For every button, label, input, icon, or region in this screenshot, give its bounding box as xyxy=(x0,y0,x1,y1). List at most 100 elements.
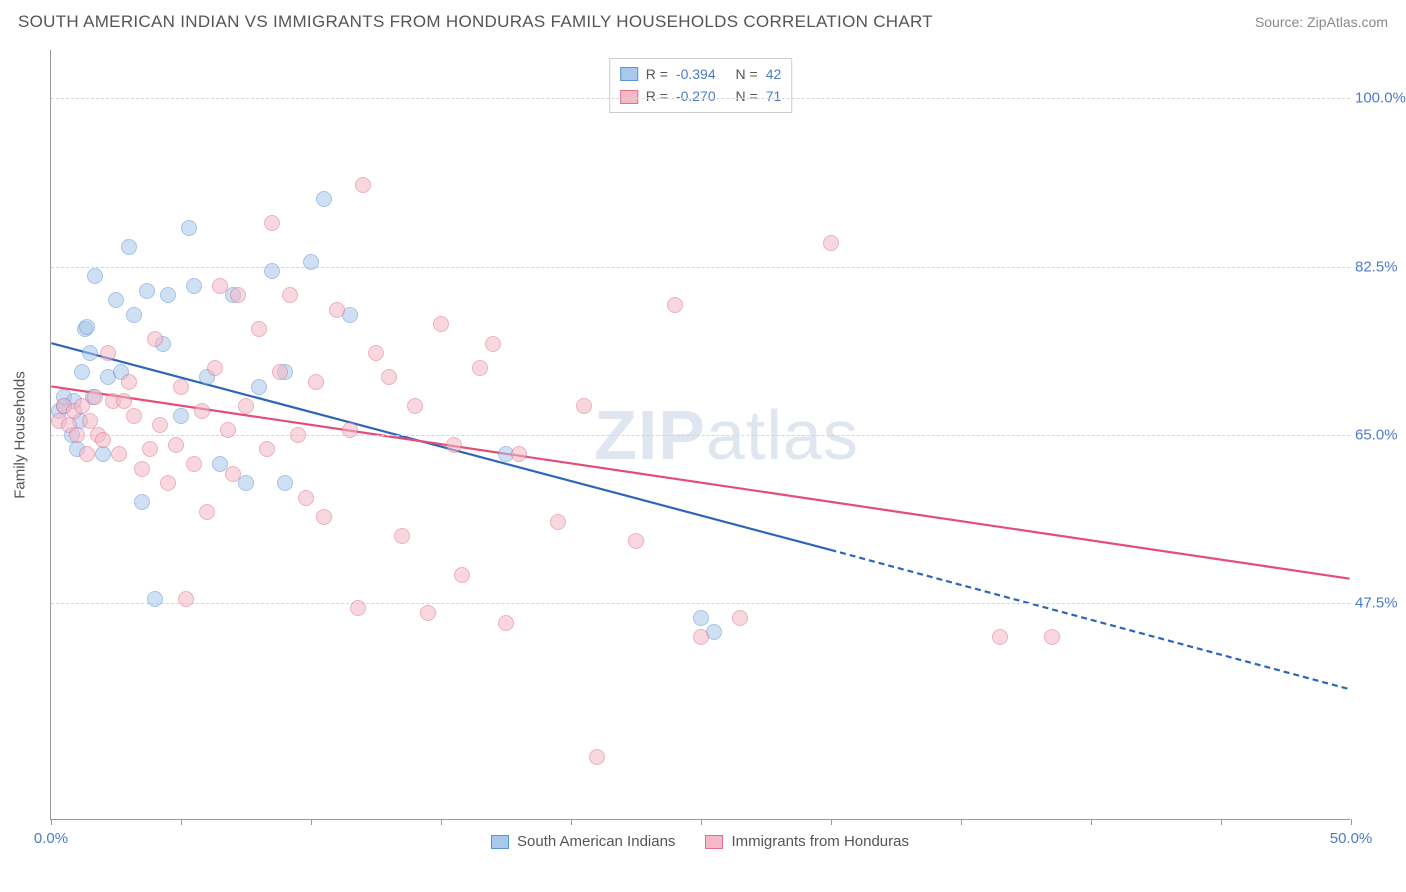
x-tick-mark xyxy=(831,819,832,825)
data-point xyxy=(220,422,236,438)
correlation-legend: R = -0.394 N = 42 R = -0.270 N = 71 xyxy=(609,58,793,113)
data-point xyxy=(454,567,470,583)
data-point xyxy=(576,398,592,414)
data-point xyxy=(139,283,155,299)
data-point xyxy=(134,461,150,477)
data-point xyxy=(298,490,314,506)
series-legend: South American Indians Immigrants from H… xyxy=(491,833,909,850)
r-label-2: R = xyxy=(646,85,668,107)
data-point xyxy=(181,220,197,236)
data-point xyxy=(511,446,527,462)
source-credit: Source: ZipAtlas.com xyxy=(1255,14,1388,30)
data-point xyxy=(316,191,332,207)
n-label-2: N = xyxy=(736,85,758,107)
data-point xyxy=(111,446,127,462)
data-point xyxy=(212,278,228,294)
gridline xyxy=(51,98,1350,99)
x-tick-mark xyxy=(1221,819,1222,825)
source-label: Source: xyxy=(1255,14,1303,30)
data-point xyxy=(407,398,423,414)
n-value-2: 71 xyxy=(766,85,782,107)
data-point xyxy=(173,408,189,424)
data-point xyxy=(433,316,449,332)
data-point xyxy=(147,331,163,347)
y-axis-label: Family Households xyxy=(12,371,29,499)
data-point xyxy=(173,379,189,395)
swatch-series-1 xyxy=(620,67,638,81)
gridline xyxy=(51,603,1350,604)
data-point xyxy=(272,364,288,380)
data-point xyxy=(87,389,103,405)
data-point xyxy=(1044,629,1060,645)
x-tick-mark xyxy=(441,819,442,825)
r-value-2: -0.270 xyxy=(676,85,716,107)
data-point xyxy=(259,441,275,457)
data-point xyxy=(350,600,366,616)
data-point xyxy=(178,591,194,607)
data-point xyxy=(329,302,345,318)
data-point xyxy=(368,345,384,361)
data-point xyxy=(693,629,709,645)
data-point xyxy=(160,475,176,491)
legend-swatch-1 xyxy=(491,835,509,849)
y-tick-label: 100.0% xyxy=(1355,90,1405,107)
data-point xyxy=(82,345,98,361)
data-point xyxy=(186,278,202,294)
data-point xyxy=(446,437,462,453)
data-point xyxy=(420,605,436,621)
data-point xyxy=(108,292,124,308)
n-label-1: N = xyxy=(736,63,758,85)
y-tick-label: 82.5% xyxy=(1355,258,1405,275)
data-point xyxy=(251,321,267,337)
data-point xyxy=(199,504,215,520)
corr-row-2: R = -0.270 N = 71 xyxy=(620,85,782,107)
data-point xyxy=(498,615,514,631)
data-point xyxy=(992,629,1008,645)
data-point xyxy=(628,533,644,549)
data-point xyxy=(116,393,132,409)
corr-row-1: R = -0.394 N = 42 xyxy=(620,63,782,85)
x-tick-mark xyxy=(51,819,52,825)
data-point xyxy=(238,475,254,491)
data-point xyxy=(87,268,103,284)
data-point xyxy=(79,319,95,335)
data-point xyxy=(290,427,306,443)
data-point xyxy=(472,360,488,376)
gridline xyxy=(51,267,1350,268)
data-point xyxy=(225,466,241,482)
data-point xyxy=(485,336,501,352)
data-point xyxy=(168,437,184,453)
data-point xyxy=(355,177,371,193)
data-point xyxy=(303,254,319,270)
data-point xyxy=(95,446,111,462)
data-point xyxy=(79,446,95,462)
data-point xyxy=(264,215,280,231)
data-point xyxy=(394,528,410,544)
data-point xyxy=(126,307,142,323)
data-point xyxy=(95,432,111,448)
data-point xyxy=(121,239,137,255)
legend-item-2: Immigrants from Honduras xyxy=(705,833,909,850)
data-point xyxy=(207,360,223,376)
x-tick-mark xyxy=(1091,819,1092,825)
x-tick-label: 0.0% xyxy=(34,830,68,847)
data-point xyxy=(134,494,150,510)
data-point xyxy=(732,610,748,626)
source-name[interactable]: ZipAtlas.com xyxy=(1307,14,1388,30)
data-point xyxy=(667,297,683,313)
data-point xyxy=(693,610,709,626)
data-point xyxy=(589,749,605,765)
data-point xyxy=(230,287,246,303)
data-point xyxy=(823,235,839,251)
data-point xyxy=(381,369,397,385)
data-point xyxy=(282,287,298,303)
gridline xyxy=(51,435,1350,436)
data-point xyxy=(121,374,137,390)
legend-label-2: Immigrants from Honduras xyxy=(731,833,909,850)
data-point xyxy=(238,398,254,414)
data-point xyxy=(142,441,158,457)
x-tick-mark xyxy=(181,819,182,825)
data-point xyxy=(251,379,267,395)
n-value-1: 42 xyxy=(766,63,782,85)
data-point xyxy=(308,374,324,390)
